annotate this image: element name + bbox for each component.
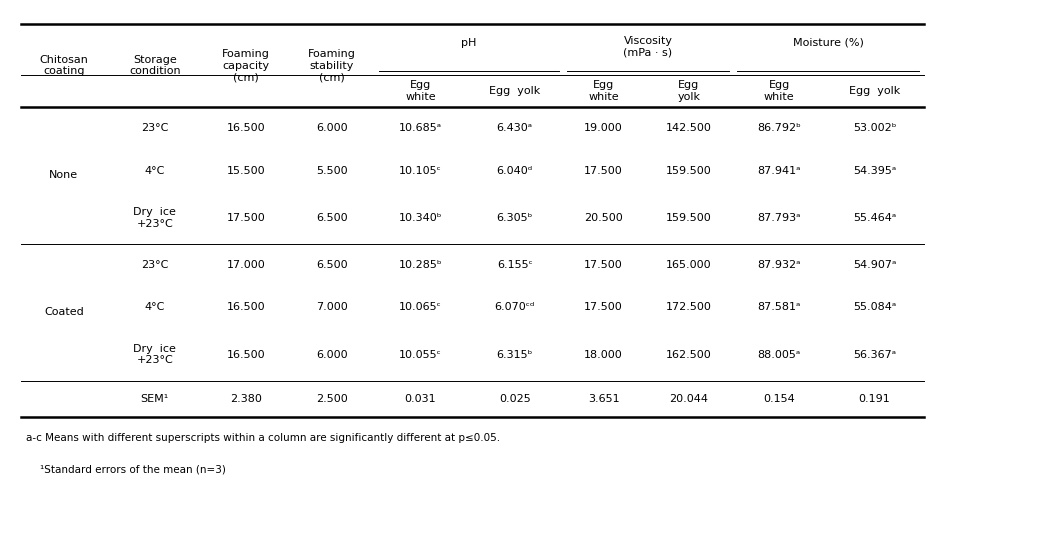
Text: 17.500: 17.500 bbox=[584, 166, 623, 176]
Text: Moisture (%): Moisture (%) bbox=[793, 38, 864, 48]
Text: 87.932ᵃ: 87.932ᵃ bbox=[757, 260, 801, 270]
Text: Egg
white: Egg white bbox=[588, 80, 619, 101]
Text: Coated: Coated bbox=[44, 307, 84, 317]
Text: Egg
white: Egg white bbox=[405, 80, 436, 101]
Text: 53.002ᵇ: 53.002ᵇ bbox=[852, 123, 896, 134]
Text: 0.031: 0.031 bbox=[405, 394, 436, 404]
Text: 162.500: 162.500 bbox=[666, 350, 711, 359]
Text: 6.500: 6.500 bbox=[316, 213, 347, 223]
Text: Egg  yolk: Egg yolk bbox=[490, 86, 540, 96]
Text: 6.000: 6.000 bbox=[316, 350, 347, 359]
Text: Storage
condition: Storage condition bbox=[129, 55, 181, 76]
Text: 0.154: 0.154 bbox=[764, 394, 795, 404]
Text: 23°C: 23°C bbox=[141, 260, 168, 270]
Text: 6.430ᵃ: 6.430ᵃ bbox=[497, 123, 532, 134]
Text: 17.000: 17.000 bbox=[226, 260, 266, 270]
Text: SEM¹: SEM¹ bbox=[140, 394, 169, 404]
Text: pH: pH bbox=[461, 38, 476, 48]
Text: Foaming
capacity
(cm): Foaming capacity (cm) bbox=[222, 49, 270, 82]
Text: Dry  ice
+23°C: Dry ice +23°C bbox=[134, 207, 176, 229]
Text: 10.105ᶜ: 10.105ᶜ bbox=[400, 166, 441, 176]
Text: 10.340ᵇ: 10.340ᵇ bbox=[399, 213, 442, 223]
Text: 4°C: 4°C bbox=[144, 166, 165, 176]
Text: 10.065ᶜ: 10.065ᶜ bbox=[400, 302, 441, 312]
Text: 54.907ᵃ: 54.907ᵃ bbox=[852, 260, 896, 270]
Text: 6.070ᶜᵈ: 6.070ᶜᵈ bbox=[495, 302, 535, 312]
Text: 10.685ᵃ: 10.685ᵃ bbox=[399, 123, 442, 134]
Text: Dry  ice
+23°C: Dry ice +23°C bbox=[134, 344, 176, 365]
Text: 172.500: 172.500 bbox=[666, 302, 711, 312]
Text: 16.500: 16.500 bbox=[227, 123, 265, 134]
Text: 6.305ᵇ: 6.305ᵇ bbox=[497, 213, 532, 223]
Text: 6.000: 6.000 bbox=[316, 123, 347, 134]
Text: 10.285ᵇ: 10.285ᵇ bbox=[399, 260, 442, 270]
Text: 165.000: 165.000 bbox=[666, 260, 711, 270]
Text: 55.464ᵃ: 55.464ᵃ bbox=[852, 213, 896, 223]
Text: Viscosity
(mPa · s): Viscosity (mPa · s) bbox=[623, 36, 673, 57]
Text: 10.055ᶜ: 10.055ᶜ bbox=[400, 350, 441, 359]
Text: 4°C: 4°C bbox=[144, 302, 165, 312]
Text: 2.380: 2.380 bbox=[230, 394, 262, 404]
Text: 17.500: 17.500 bbox=[584, 302, 623, 312]
Text: 87.793ᵃ: 87.793ᵃ bbox=[757, 213, 801, 223]
Text: 0.025: 0.025 bbox=[499, 394, 530, 404]
Text: 17.500: 17.500 bbox=[584, 260, 623, 270]
Text: 17.500: 17.500 bbox=[226, 213, 266, 223]
Text: 6.315ᵇ: 6.315ᵇ bbox=[497, 350, 532, 359]
Text: 20.500: 20.500 bbox=[584, 213, 623, 223]
Text: 3.651: 3.651 bbox=[588, 394, 619, 404]
Text: 19.000: 19.000 bbox=[584, 123, 623, 134]
Text: Foaming
stability
(cm): Foaming stability (cm) bbox=[308, 49, 356, 82]
Text: 87.581ᵃ: 87.581ᵃ bbox=[757, 302, 801, 312]
Text: 142.500: 142.500 bbox=[666, 123, 711, 134]
Text: 159.500: 159.500 bbox=[666, 213, 711, 223]
Text: 54.395ᵃ: 54.395ᵃ bbox=[852, 166, 896, 176]
Text: 86.792ᵇ: 86.792ᵇ bbox=[757, 123, 801, 134]
Text: 23°C: 23°C bbox=[141, 123, 168, 134]
Text: 5.500: 5.500 bbox=[316, 166, 347, 176]
Text: None: None bbox=[49, 170, 78, 180]
Text: 16.500: 16.500 bbox=[227, 350, 265, 359]
Text: Chitosan
coating: Chitosan coating bbox=[40, 55, 88, 76]
Text: 159.500: 159.500 bbox=[666, 166, 711, 176]
Text: 6.155ᶜ: 6.155ᶜ bbox=[497, 260, 532, 270]
Text: Egg
white: Egg white bbox=[764, 80, 795, 101]
Text: 87.941ᵃ: 87.941ᵃ bbox=[757, 166, 801, 176]
Text: 16.500: 16.500 bbox=[227, 302, 265, 312]
Text: 18.000: 18.000 bbox=[584, 350, 623, 359]
Text: 0.191: 0.191 bbox=[859, 394, 890, 404]
Text: Egg  yolk: Egg yolk bbox=[849, 86, 900, 96]
Text: a-c Means with different superscripts within a column are significantly differen: a-c Means with different superscripts wi… bbox=[26, 433, 500, 443]
Text: 2.500: 2.500 bbox=[316, 394, 347, 404]
Text: 56.367ᵃ: 56.367ᵃ bbox=[852, 350, 896, 359]
Text: 15.500: 15.500 bbox=[227, 166, 265, 176]
Text: 6.040ᵈ: 6.040ᵈ bbox=[497, 166, 532, 176]
Text: ¹Standard errors of the mean (n=3): ¹Standard errors of the mean (n=3) bbox=[40, 465, 226, 475]
Text: 20.044: 20.044 bbox=[669, 394, 708, 404]
Text: 6.500: 6.500 bbox=[316, 260, 347, 270]
Text: Egg
yolk: Egg yolk bbox=[678, 80, 700, 101]
Text: 7.000: 7.000 bbox=[316, 302, 347, 312]
Text: 88.005ᵃ: 88.005ᵃ bbox=[757, 350, 801, 359]
Text: 55.084ᵃ: 55.084ᵃ bbox=[852, 302, 896, 312]
